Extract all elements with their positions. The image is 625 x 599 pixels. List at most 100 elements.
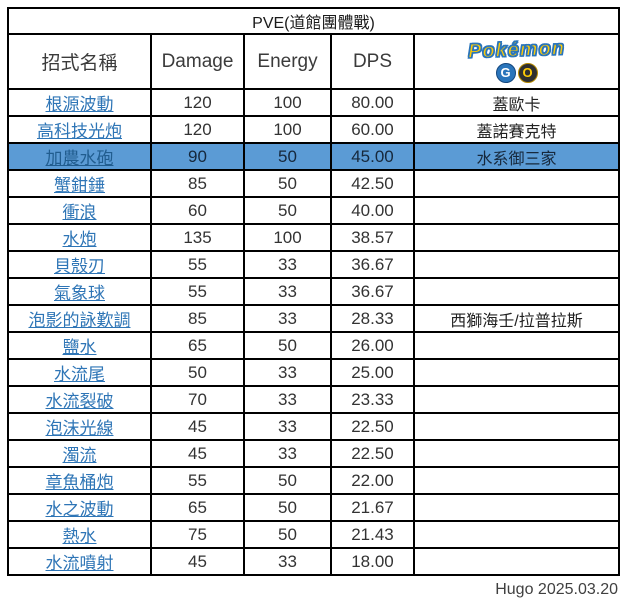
col-header-dps: DPS xyxy=(330,33,415,90)
pokemon-note-cell xyxy=(412,412,621,441)
pokemon-note-cell xyxy=(412,250,621,279)
move-name-cell: 水流噴射 xyxy=(7,547,152,576)
table-header-row: 招式名稱 Damage Energy DPS Pokémon G O xyxy=(7,33,621,90)
energy-cell: 50 xyxy=(243,466,332,495)
energy-cell: 33 xyxy=(243,277,332,306)
pokemon-note-cell xyxy=(412,196,621,225)
dps-cell: 36.67 xyxy=(330,277,415,306)
footer-credit: Hugo 2025.03.20 xyxy=(495,581,618,598)
energy-cell: 33 xyxy=(243,250,332,279)
energy-cell: 33 xyxy=(243,385,332,414)
dps-cell: 38.57 xyxy=(330,223,415,252)
move-name-cell: 泡沫光線 xyxy=(7,412,152,441)
table-row: 加農水砲 90 50 45.00 水系御三家 xyxy=(7,142,621,171)
dps-cell: 23.33 xyxy=(330,385,415,414)
move-name-link[interactable]: 水流裂破 xyxy=(45,392,114,411)
damage-cell: 120 xyxy=(150,115,245,144)
table-row: 水之波動 65 50 21.67 xyxy=(7,493,621,522)
pokemon-logo-wordmark: Pokémon xyxy=(467,37,566,64)
col-header-logo: Pokémon G O xyxy=(412,33,621,90)
dps-cell: 60.00 xyxy=(330,115,415,144)
dps-cell: 25.00 xyxy=(330,358,415,387)
move-name-link[interactable]: 高科技光炮 xyxy=(37,122,122,141)
damage-cell: 65 xyxy=(150,493,245,522)
dps-cell: 22.50 xyxy=(330,412,415,441)
dps-cell: 36.67 xyxy=(330,250,415,279)
table-row: 熱水 75 50 21.43 xyxy=(7,520,621,549)
table-row: 水炮 135 100 38.57 xyxy=(7,223,621,252)
damage-cell: 70 xyxy=(150,385,245,414)
move-name-cell: 水炮 xyxy=(7,223,152,252)
energy-cell: 50 xyxy=(243,520,332,549)
dps-cell: 28.33 xyxy=(330,304,415,333)
move-name-cell: 高科技光炮 xyxy=(7,115,152,144)
damage-cell: 45 xyxy=(150,547,245,576)
move-name-link[interactable]: 熱水 xyxy=(62,527,97,546)
move-name-link[interactable]: 水炮 xyxy=(62,230,97,249)
table-row: 高科技光炮 120 100 60.00 蓋諾賽克特 xyxy=(7,115,621,144)
energy-cell: 50 xyxy=(243,331,332,360)
pokemon-note-cell xyxy=(412,493,621,522)
energy-cell: 33 xyxy=(243,412,332,441)
energy-cell: 50 xyxy=(243,493,332,522)
move-name-link[interactable]: 水流噴射 xyxy=(45,554,114,573)
pokemon-note-cell xyxy=(412,169,621,198)
move-name-link[interactable]: 泡影的詠歎調 xyxy=(28,311,131,330)
dps-cell: 42.50 xyxy=(330,169,415,198)
move-name-cell: 水之波動 xyxy=(7,493,152,522)
energy-cell: 50 xyxy=(243,196,332,225)
damage-cell: 55 xyxy=(150,250,245,279)
move-name-cell: 氣象球 xyxy=(7,277,152,306)
move-name-cell: 水流尾 xyxy=(7,358,152,387)
pokemon-note-cell xyxy=(412,223,621,252)
move-name-cell: 濁流 xyxy=(7,439,152,468)
pokemon-note-cell: 水系御三家 xyxy=(412,142,621,171)
move-name-cell: 蟹鉗錘 xyxy=(7,169,152,198)
move-name-cell: 根源波動 xyxy=(7,88,152,117)
table-row: 濁流 45 33 22.50 xyxy=(7,439,621,468)
move-name-cell: 熱水 xyxy=(7,520,152,549)
damage-cell: 45 xyxy=(150,439,245,468)
pokemon-note-cell: 蓋諾賽克特 xyxy=(412,115,621,144)
damage-cell: 90 xyxy=(150,142,245,171)
move-name-link[interactable]: 濁流 xyxy=(62,446,97,465)
energy-cell: 33 xyxy=(243,304,332,333)
moves-tbody: 根源波動 120 100 80.00 蓋歐卡 高科技光炮 120 100 60.… xyxy=(7,88,621,576)
pokemon-note-cell xyxy=(412,520,621,549)
move-name-link[interactable]: 根源波動 xyxy=(45,95,114,114)
move-name-link[interactable]: 衝浪 xyxy=(62,203,97,222)
move-name-link[interactable]: 水流尾 xyxy=(54,365,105,384)
move-name-link[interactable]: 加農水砲 xyxy=(45,149,114,168)
dps-cell: 22.00 xyxy=(330,466,415,495)
move-name-link[interactable]: 水之波動 xyxy=(45,500,114,519)
energy-cell: 50 xyxy=(243,169,332,198)
move-name-cell: 水流裂破 xyxy=(7,385,152,414)
pokemon-note-cell xyxy=(412,277,621,306)
table-row: 貝殼刃 55 33 36.67 xyxy=(7,250,621,279)
move-name-link[interactable]: 章魚桶炮 xyxy=(45,473,114,492)
damage-cell: 65 xyxy=(150,331,245,360)
table-row: 泡影的詠歎調 85 33 28.33 西獅海壬/拉普拉斯 xyxy=(7,304,621,333)
move-name-link[interactable]: 蟹鉗錘 xyxy=(54,176,105,195)
table-row: 衝浪 60 50 40.00 xyxy=(7,196,621,225)
dps-cell: 80.00 xyxy=(330,88,415,117)
move-name-link[interactable]: 泡沫光線 xyxy=(45,419,114,438)
damage-cell: 55 xyxy=(150,466,245,495)
dps-cell: 26.00 xyxy=(330,331,415,360)
pokemon-go-logo: Pokémon G O xyxy=(417,37,616,83)
energy-cell: 33 xyxy=(243,547,332,576)
go-logo: G O xyxy=(495,63,538,83)
move-name-link[interactable]: 鹽水 xyxy=(62,338,97,357)
dps-cell: 45.00 xyxy=(330,142,415,171)
table-row: 水流尾 50 33 25.00 xyxy=(7,358,621,387)
move-name-cell: 泡影的詠歎調 xyxy=(7,304,152,333)
table-title: PVE(道館團體戰) xyxy=(6,7,621,35)
move-name-link[interactable]: 貝殼刃 xyxy=(54,257,105,276)
pve-moves-table: PVE(道館團體戰) 招式名稱 Damage Energy DPS Pokémo… xyxy=(6,7,621,576)
pokemon-note-cell xyxy=(412,331,621,360)
move-name-link[interactable]: 氣象球 xyxy=(54,284,105,303)
damage-cell: 85 xyxy=(150,304,245,333)
damage-cell: 75 xyxy=(150,520,245,549)
move-name-cell: 加農水砲 xyxy=(7,142,152,171)
